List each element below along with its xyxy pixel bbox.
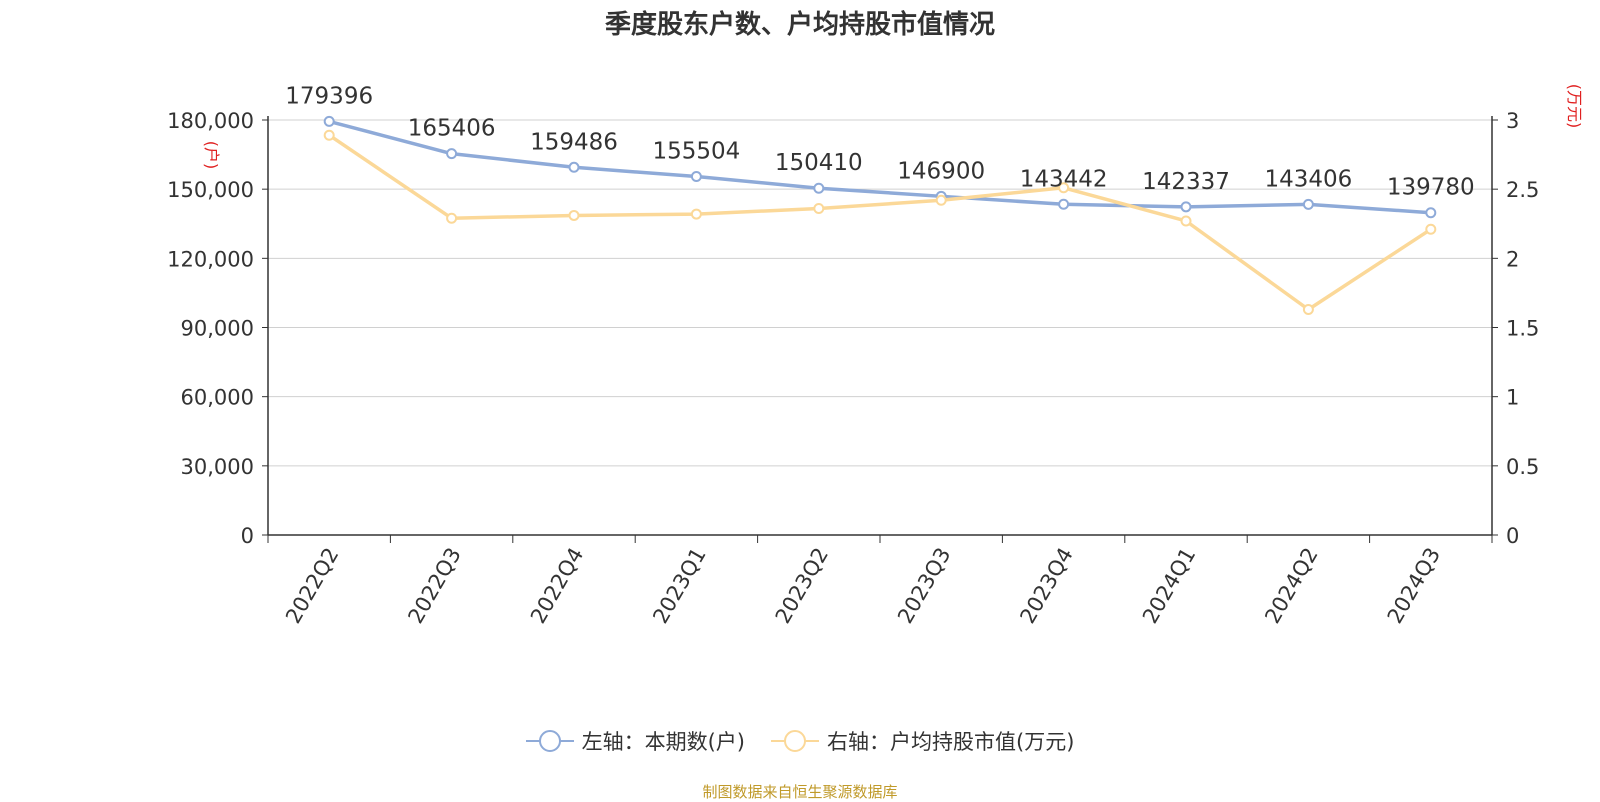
point-avg-value xyxy=(1180,215,1192,227)
data-label: 165406 xyxy=(408,116,496,142)
data-label: 159486 xyxy=(530,129,618,155)
x-tick-label: 2023Q4 xyxy=(1015,544,1077,628)
point-shareholders xyxy=(1425,207,1437,219)
x-tick-label: 2022Q4 xyxy=(526,544,588,628)
y-right-unit-label: (万元) xyxy=(1565,84,1584,129)
point-shareholders xyxy=(1058,198,1070,210)
axes: 0 30,000 60,000 90,000 120,000 150,000 180,000… xyxy=(167,84,1584,628)
y-left-tick-label: 90,000 xyxy=(181,317,254,341)
legend-marker-left xyxy=(525,730,574,752)
y-right-tick-label: 0.5 xyxy=(1506,455,1539,479)
point-avg-value xyxy=(568,209,580,221)
y-right-tick-label: 3 xyxy=(1506,109,1519,133)
point-avg-value xyxy=(813,203,825,215)
y-right-tick-label: 2 xyxy=(1506,247,1519,271)
y-left-tick-label: 150,000 xyxy=(167,178,254,202)
data-label: 142337 xyxy=(1142,169,1230,195)
y-right-tick-label: 2.5 xyxy=(1506,178,1539,202)
y-right-tick-label: 1.5 xyxy=(1506,317,1539,341)
series-line-avg-value xyxy=(328,133,1432,312)
x-tick-label: 2024Q1 xyxy=(1138,544,1200,628)
y-left-tick-label: 60,000 xyxy=(181,386,254,410)
x-tick-label: 2023Q1 xyxy=(648,544,710,628)
point-avg-value xyxy=(1058,182,1070,194)
x-tick-label: 2024Q2 xyxy=(1260,544,1322,628)
x-tick-label: 2023Q2 xyxy=(771,544,833,628)
point-shareholders xyxy=(323,115,335,127)
point-avg-value xyxy=(1425,223,1437,235)
x-tick-label: 2023Q3 xyxy=(893,544,955,628)
series-lines xyxy=(323,115,1437,316)
point-shareholders xyxy=(813,182,825,194)
data-labels: 179396 165406 159486 155504 150410 146900 1434… xyxy=(285,83,1474,200)
point-avg-value xyxy=(935,194,947,206)
y-left-tick-label: 30,000 xyxy=(181,455,254,479)
y-right-tick-label: 0 xyxy=(1506,524,1519,548)
legend-marker-right xyxy=(771,730,819,752)
point-shareholders xyxy=(568,161,580,173)
source-note: 制图数据来自恒生聚源数据库 xyxy=(702,783,898,801)
point-shareholders xyxy=(1180,201,1192,213)
data-label: 146900 xyxy=(897,158,985,184)
legend-label-right: 右轴：户均持股市值(万元) xyxy=(827,730,1075,754)
point-avg-value xyxy=(690,208,702,220)
chart-title: 季度股东户数、户均持股市值情况 xyxy=(604,10,995,40)
y-left-unit-label: (户) xyxy=(202,141,221,170)
data-label: 139780 xyxy=(1387,175,1475,201)
data-label: 150410 xyxy=(775,150,863,176)
data-label: 179396 xyxy=(285,83,373,109)
point-avg-value xyxy=(1302,304,1314,316)
x-tick-label: 2024Q3 xyxy=(1383,544,1445,628)
y-left-tick-label: 120,000 xyxy=(167,247,254,271)
x-tick-label: 2022Q3 xyxy=(403,544,465,628)
legend: 左轴：本期数(户) 右轴：户均持股市值(万元) xyxy=(0,726,1600,756)
point-shareholders xyxy=(446,148,458,160)
legend-item-left[interactable]: 左轴：本期数(户) xyxy=(525,726,745,756)
gridlines xyxy=(268,119,1492,467)
y-left-tick-label: 0 xyxy=(241,524,254,548)
y-right-tick-label: 1 xyxy=(1506,386,1519,410)
data-label: 143406 xyxy=(1264,166,1352,192)
x-tick-label: 2022Q2 xyxy=(281,544,343,628)
y-left-tick-label: 180,000 xyxy=(167,109,254,133)
series-line-shareholders xyxy=(328,119,1431,215)
point-shareholders xyxy=(690,170,702,182)
point-shareholders xyxy=(1302,198,1314,210)
point-avg-value xyxy=(323,129,335,141)
data-label: 155504 xyxy=(652,138,740,164)
point-avg-value xyxy=(446,212,458,224)
legend-item-right[interactable]: 右轴：户均持股市值(万元) xyxy=(771,726,1074,756)
data-label: 143442 xyxy=(1020,166,1108,192)
legend-label-left: 左轴：本期数(户) xyxy=(581,730,745,754)
